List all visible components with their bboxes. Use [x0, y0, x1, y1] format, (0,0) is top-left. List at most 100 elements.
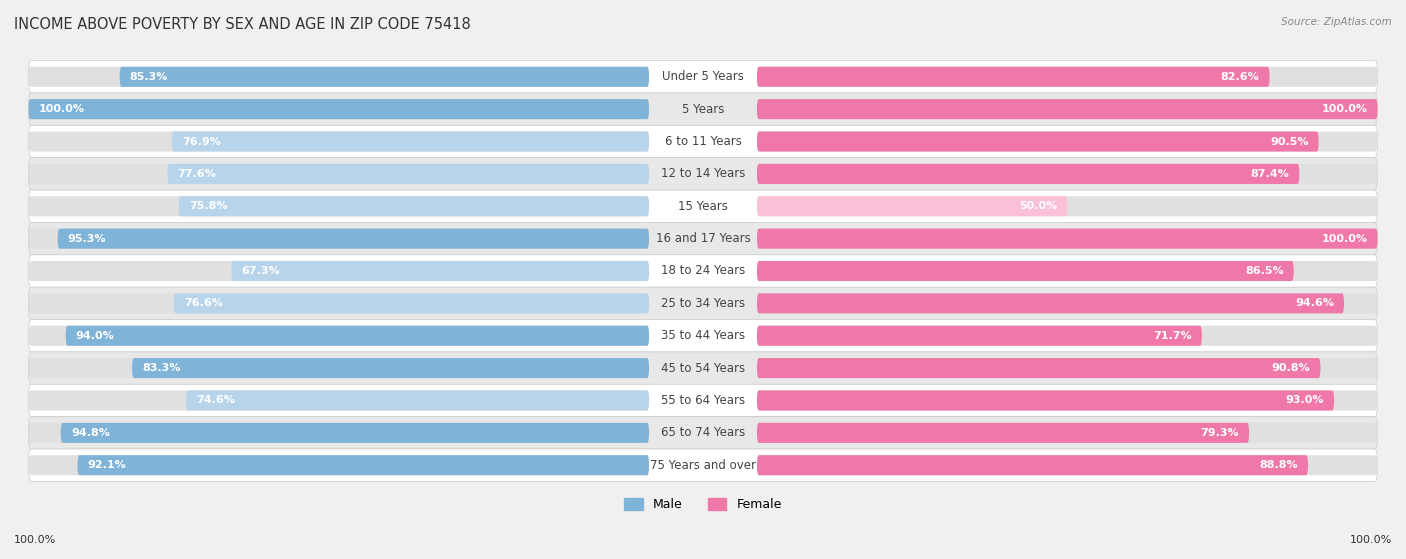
FancyBboxPatch shape [28, 67, 650, 87]
Text: 75 Years and over: 75 Years and over [650, 459, 756, 472]
Text: 100.0%: 100.0% [14, 535, 56, 545]
Text: 100.0%: 100.0% [1350, 535, 1392, 545]
FancyBboxPatch shape [28, 131, 650, 151]
Text: 67.3%: 67.3% [242, 266, 280, 276]
FancyBboxPatch shape [28, 196, 650, 216]
FancyBboxPatch shape [28, 261, 650, 281]
FancyBboxPatch shape [756, 229, 1378, 249]
FancyBboxPatch shape [28, 352, 1378, 384]
FancyBboxPatch shape [756, 326, 1378, 346]
FancyBboxPatch shape [172, 131, 650, 151]
FancyBboxPatch shape [756, 358, 1320, 378]
FancyBboxPatch shape [756, 423, 1249, 443]
FancyBboxPatch shape [28, 455, 650, 475]
FancyBboxPatch shape [28, 164, 650, 184]
FancyBboxPatch shape [28, 125, 1378, 158]
FancyBboxPatch shape [28, 320, 1378, 352]
FancyBboxPatch shape [28, 423, 650, 443]
Text: 79.3%: 79.3% [1201, 428, 1239, 438]
Text: 6 to 11 Years: 6 to 11 Years [665, 135, 741, 148]
FancyBboxPatch shape [77, 455, 650, 475]
Text: 88.8%: 88.8% [1260, 460, 1298, 470]
FancyBboxPatch shape [28, 384, 1378, 416]
FancyBboxPatch shape [167, 164, 650, 184]
Text: 100.0%: 100.0% [1322, 104, 1368, 114]
Text: 25 to 34 Years: 25 to 34 Years [661, 297, 745, 310]
FancyBboxPatch shape [28, 229, 650, 249]
Text: 85.3%: 85.3% [129, 72, 169, 82]
FancyBboxPatch shape [28, 99, 650, 119]
Text: 93.0%: 93.0% [1285, 395, 1324, 405]
Text: 76.6%: 76.6% [184, 299, 222, 309]
Text: 82.6%: 82.6% [1220, 72, 1260, 82]
FancyBboxPatch shape [756, 326, 1202, 346]
FancyBboxPatch shape [756, 261, 1378, 281]
Text: 94.8%: 94.8% [70, 428, 110, 438]
FancyBboxPatch shape [756, 455, 1378, 475]
FancyBboxPatch shape [132, 358, 650, 378]
Text: Source: ZipAtlas.com: Source: ZipAtlas.com [1281, 17, 1392, 27]
FancyBboxPatch shape [756, 390, 1378, 410]
FancyBboxPatch shape [756, 99, 1378, 119]
FancyBboxPatch shape [756, 423, 1378, 443]
Text: 74.6%: 74.6% [197, 395, 235, 405]
FancyBboxPatch shape [756, 261, 1294, 281]
FancyBboxPatch shape [28, 222, 1378, 255]
FancyBboxPatch shape [756, 390, 1334, 410]
FancyBboxPatch shape [28, 358, 650, 378]
FancyBboxPatch shape [28, 190, 1378, 222]
Text: 100.0%: 100.0% [38, 104, 84, 114]
Text: 94.0%: 94.0% [76, 331, 115, 341]
FancyBboxPatch shape [232, 261, 650, 281]
FancyBboxPatch shape [60, 423, 650, 443]
Text: Under 5 Years: Under 5 Years [662, 70, 744, 83]
FancyBboxPatch shape [120, 67, 650, 87]
FancyBboxPatch shape [756, 99, 1378, 119]
FancyBboxPatch shape [756, 131, 1378, 151]
Text: 87.4%: 87.4% [1250, 169, 1289, 179]
FancyBboxPatch shape [756, 164, 1378, 184]
Text: 35 to 44 Years: 35 to 44 Years [661, 329, 745, 342]
FancyBboxPatch shape [756, 455, 1308, 475]
Text: 5 Years: 5 Years [682, 103, 724, 116]
Text: 76.9%: 76.9% [181, 136, 221, 146]
Text: 90.8%: 90.8% [1271, 363, 1310, 373]
Text: 90.5%: 90.5% [1270, 136, 1309, 146]
FancyBboxPatch shape [28, 449, 1378, 481]
FancyBboxPatch shape [28, 158, 1378, 190]
Text: 18 to 24 Years: 18 to 24 Years [661, 264, 745, 277]
FancyBboxPatch shape [28, 326, 650, 346]
FancyBboxPatch shape [58, 229, 650, 249]
Text: 15 Years: 15 Years [678, 200, 728, 213]
FancyBboxPatch shape [28, 293, 650, 314]
Text: 94.6%: 94.6% [1295, 299, 1334, 309]
Text: 12 to 14 Years: 12 to 14 Years [661, 167, 745, 181]
Text: 50.0%: 50.0% [1019, 201, 1057, 211]
FancyBboxPatch shape [756, 131, 1319, 151]
FancyBboxPatch shape [28, 287, 1378, 320]
FancyBboxPatch shape [756, 164, 1299, 184]
FancyBboxPatch shape [28, 99, 650, 119]
FancyBboxPatch shape [174, 293, 650, 314]
Text: 83.3%: 83.3% [142, 363, 180, 373]
Text: 55 to 64 Years: 55 to 64 Years [661, 394, 745, 407]
Text: 86.5%: 86.5% [1244, 266, 1284, 276]
FancyBboxPatch shape [756, 293, 1378, 314]
FancyBboxPatch shape [756, 229, 1378, 249]
FancyBboxPatch shape [756, 196, 1067, 216]
Text: 77.6%: 77.6% [177, 169, 217, 179]
Text: 65 to 74 Years: 65 to 74 Years [661, 427, 745, 439]
FancyBboxPatch shape [28, 390, 650, 410]
FancyBboxPatch shape [28, 60, 1378, 93]
FancyBboxPatch shape [756, 358, 1378, 378]
Text: 16 and 17 Years: 16 and 17 Years [655, 232, 751, 245]
Text: INCOME ABOVE POVERTY BY SEX AND AGE IN ZIP CODE 75418: INCOME ABOVE POVERTY BY SEX AND AGE IN Z… [14, 17, 471, 32]
FancyBboxPatch shape [28, 93, 1378, 125]
Text: 100.0%: 100.0% [1322, 234, 1368, 244]
FancyBboxPatch shape [186, 390, 650, 410]
Legend: Male, Female: Male, Female [619, 493, 787, 517]
FancyBboxPatch shape [756, 67, 1378, 87]
FancyBboxPatch shape [756, 196, 1378, 216]
FancyBboxPatch shape [28, 416, 1378, 449]
FancyBboxPatch shape [66, 326, 650, 346]
